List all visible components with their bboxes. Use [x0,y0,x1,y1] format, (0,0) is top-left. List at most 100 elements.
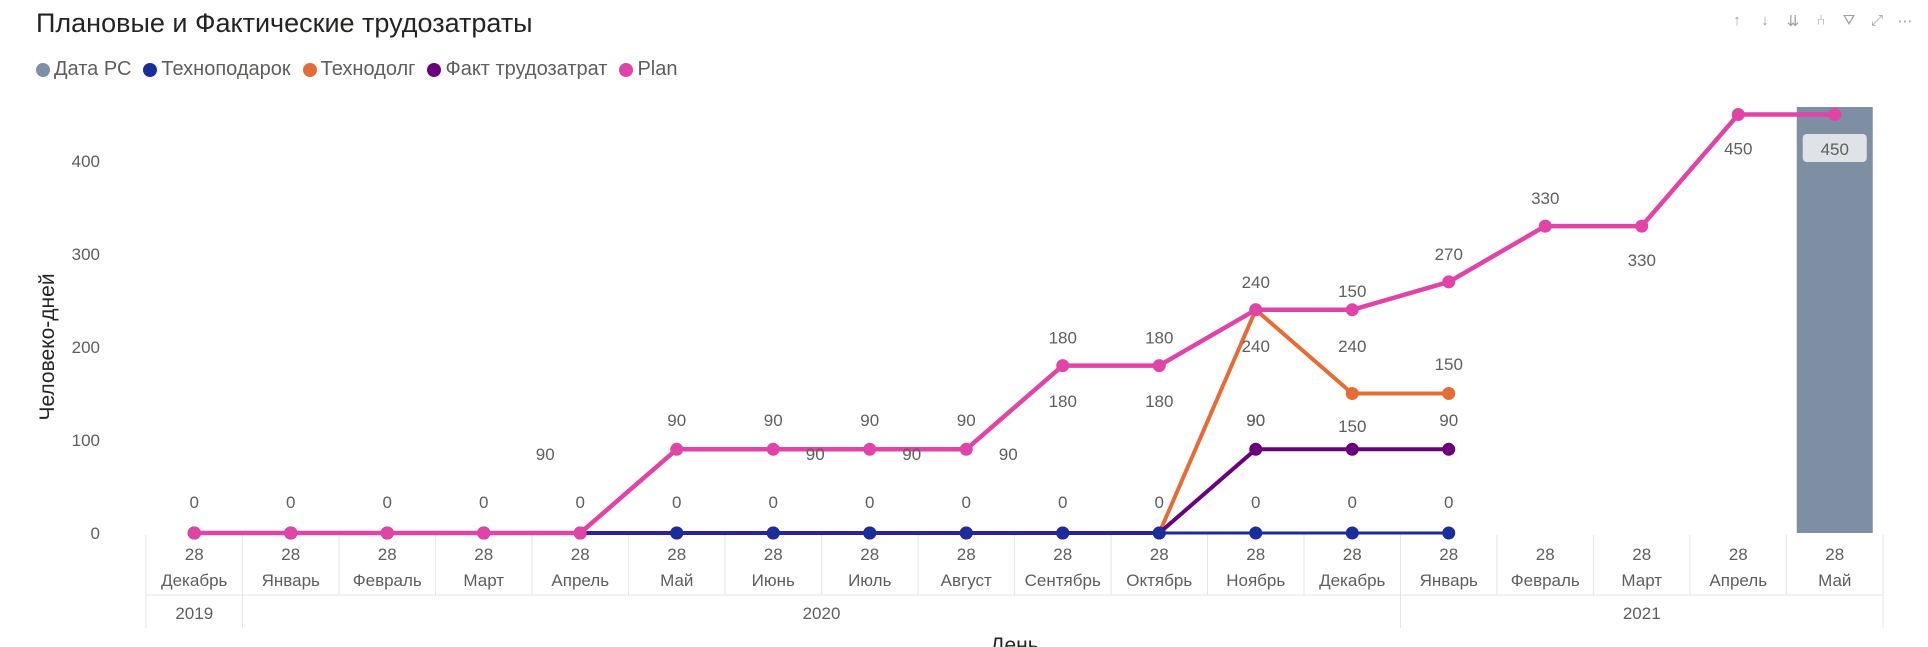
extra-data-label: 90 [536,445,555,464]
double-arrow-down-icon[interactable]: ⇊ [1786,13,1800,30]
tech-debt-data-label: 150 [1338,417,1366,436]
actual-effort-data-label: 0 [1155,493,1164,512]
tech-debt-data-label: 240 [1242,337,1270,356]
data-point-tech-gift [766,526,780,540]
data-point-plan [1345,303,1359,317]
data-point-tech-gift [670,526,684,540]
x-tick-day-label: 28 [667,545,686,564]
plan-data-label: 0 [286,493,295,512]
x-tick-day-label: 28 [860,545,879,564]
plan-data-label: 240 [1242,273,1270,292]
x-tick-month-label: Март [463,571,504,590]
plan-data-label: 0 [576,493,585,512]
bar-date-rs [1796,107,1873,533]
data-point-plan [284,526,298,540]
legend-label: Факт трудозатрат [445,58,608,80]
legend-item-tech-debt[interactable]: Технодолг [302,58,416,81]
x-axis-title: День [990,634,1038,647]
legend-item-plan[interactable]: Plan [619,58,677,81]
extra-data-label: 180 [1049,392,1077,411]
x-tick-day-label: 28 [1536,545,1555,564]
legend-item-actual-effort[interactable]: Факт трудозатрат [427,58,607,81]
x-tick-month-label: Февраль [353,571,422,590]
data-point-plan [1828,108,1842,121]
x-tick-month-label: Сентябрь [1025,571,1101,590]
data-point-tech-gift [1442,526,1456,540]
data-point-plan [670,442,684,456]
series-line-plan [194,112,1835,536]
x-tick-day-label: 28 [764,545,783,564]
data-point-actual-effort [1442,442,1456,456]
actual-effort-data-label: 0 [865,493,874,512]
x-tick-month-label: Январь [1420,571,1478,590]
extra-data-label: 90 [902,445,921,464]
data-point-tech-gift [1345,526,1359,540]
data-point-tech-gift [959,526,973,540]
actual-effort-data-label: 0 [1251,493,1260,512]
data-point-tech-debt [1345,387,1359,400]
x-axis-year-label: 2020 [803,604,841,623]
x-tick-day-label: 28 [378,545,397,564]
y-tick-label: 400 [72,152,100,171]
x-tick-month-label: Октябрь [1126,571,1192,590]
x-tick-month-label: Август [941,571,992,590]
data-point-tech-debt [1442,387,1456,400]
plan-data-label: 0 [383,493,392,512]
data-point-tech-gift [1056,526,1070,540]
plan-data-label: 270 [1435,245,1463,264]
plan-data-label: 330 [1531,189,1559,208]
data-point-plan [1538,219,1552,233]
x-tick-month-label: Февраль [1511,571,1580,590]
arrow-up-icon[interactable]: ↑ [1733,12,1741,29]
x-tick-month-label: Июнь [752,571,795,590]
plan-data-label: 180 [1145,329,1173,348]
x-tick-day-label: 28 [1053,545,1072,564]
actual-effort-data-label: 0 [1444,493,1453,512]
legend-marker-icon [36,62,50,77]
data-point-plan [380,526,394,540]
y-tick-label: 300 [72,245,100,264]
data-point-tech-gift [1152,526,1166,540]
data-point-plan [959,442,973,456]
data-point-plan [766,442,780,456]
legend-label: Дата РС [54,58,132,80]
plan-data-label: 90 [957,411,976,430]
data-point-plan [187,526,201,540]
legend-label: Технодолг [320,58,416,80]
x-tick-month-label: Январь [262,571,320,590]
expand-hierarchy-icon[interactable]: ⑃ [1816,12,1826,29]
actual-effort-data-label: 0 [672,493,681,512]
filter-icon[interactable]: ⛛ [1842,12,1856,29]
legend-item-date-rs[interactable]: Дата РС [36,58,131,81]
arrow-down-icon[interactable]: ↓ [1761,12,1769,29]
x-tick-month-label: Апрель [551,571,609,590]
actual-effort-data-label: 0 [1348,493,1357,512]
x-tick-month-label: Ноябрь [1226,571,1285,590]
focus-mode-icon[interactable]: ⤢ [1870,12,1883,29]
x-tick-month-label: Апрель [1709,571,1767,590]
bar-label-background [1802,134,1867,162]
extra-data-label: 90 [1246,411,1265,430]
data-point-plan [1442,275,1456,289]
y-axis-title: Человеко-дней [36,273,59,420]
legend-marker-icon [619,62,634,77]
actual-effort-data-label: 0 [769,493,778,512]
data-point-plan [863,442,877,456]
extra-data-label: 90 [999,445,1018,464]
legend-marker-icon [302,62,317,77]
y-tick-label: 200 [72,338,100,357]
x-tick-day-label: 28 [957,545,976,564]
actual-effort-data-label: 90 [1439,411,1458,430]
data-point-plan [1249,303,1263,317]
more-options-icon[interactable]: ⋯ [1897,13,1913,30]
legend-marker-icon [427,62,442,77]
x-tick-day-label: 28 [185,545,204,564]
plan-data-label: 0 [479,493,488,512]
plan-data-label: 330 [1628,251,1656,270]
x-tick-day-label: 28 [1343,545,1362,564]
x-tick-day-label: 28 [281,545,300,564]
data-point-plan [1635,219,1649,233]
legend-item-tech-gift[interactable]: Технoподарок [143,58,291,81]
x-tick-month-label: Май [1818,571,1851,590]
